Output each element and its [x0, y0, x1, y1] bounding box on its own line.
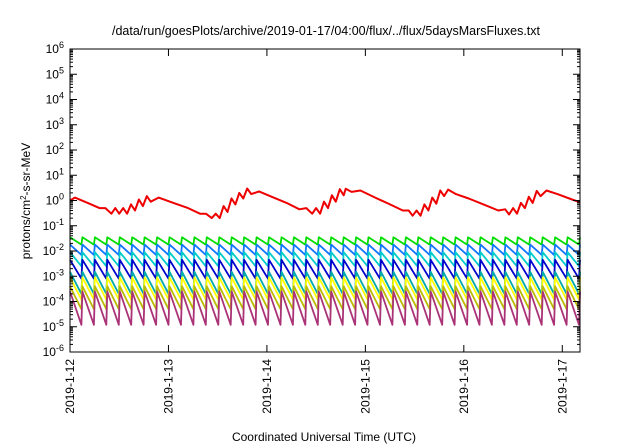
x-tick-label: 2019-1-13: [161, 359, 175, 414]
x-tick-label: 2019-1-14: [260, 359, 274, 414]
y-tick-label: 104: [46, 91, 64, 107]
y-tick-label: 105: [46, 65, 64, 81]
y-tick-label-base: 10: [43, 269, 57, 283]
y-tick-label: 106: [46, 40, 64, 56]
series-line-9: [69, 290, 581, 326]
y-tick-label-base: 10: [46, 67, 60, 81]
x-axis: 2019-1-12 2019-1-13 2019-1-14 2019-1-15 2019…: [63, 49, 569, 414]
y-tick-label-exponent: 1: [59, 166, 64, 176]
y-tick-label-exponent: 2: [59, 141, 64, 151]
x-tick-label: 2019-1-17: [555, 359, 569, 414]
y-tick-label-base: 10: [43, 295, 57, 309]
y-tick-label: 101: [46, 166, 64, 182]
y-tick-label: 100: [46, 192, 64, 208]
y-tick-label-base: 10: [43, 320, 57, 334]
y-tick-label-base: 10: [46, 93, 60, 107]
y-tick-label-exponent: -2: [56, 242, 64, 252]
y-tick-label-base: 10: [46, 42, 60, 56]
y-tick-label-base: 10: [46, 194, 60, 208]
y-tick-label-exponent: -3: [56, 267, 64, 277]
y-tick-label-exponent: -4: [56, 293, 64, 303]
series-line-2: [69, 236, 581, 246]
y-axis-label-rest: -s-sr-MeV: [19, 143, 33, 196]
y-axis-label: protons/cm2-s-sr-MeV: [19, 143, 34, 259]
y-tick-label-exponent: -1: [56, 217, 64, 227]
y-tick-label-exponent: -5: [56, 318, 64, 328]
x-tick-label: 2019-1-16: [457, 359, 471, 414]
y-tick-label-exponent: 0: [59, 192, 64, 202]
y-tick-label-base: 10: [43, 345, 57, 359]
y-axis-label-base: protons/cm: [19, 200, 33, 259]
y-tick-label-exponent: 5: [59, 65, 64, 75]
x-tick-label: 2019-1-15: [358, 359, 372, 414]
y-tick-label-exponent: 3: [59, 116, 64, 126]
series-line-1: [69, 187, 581, 220]
y-tick-label-exponent: -6: [56, 343, 64, 353]
y-tick-label-exponent: 6: [59, 40, 64, 50]
y-tick-label-base: 10: [46, 168, 60, 182]
chart-title: /data/run/goesPlots/archive/2019-01-17/0…: [112, 24, 541, 38]
y-tick-label-base: 10: [46, 118, 60, 132]
series-group: [69, 187, 581, 326]
y-tick-label: 10-3: [43, 267, 64, 283]
y-tick-label-exponent: 4: [59, 91, 64, 101]
y-tick-label: 10-2: [43, 242, 64, 258]
y-tick-label: 10-1: [43, 217, 64, 233]
y-tick-label: 10-4: [43, 293, 64, 309]
y-tick-label-base: 10: [43, 219, 57, 233]
x-axis-label: Coordinated Universal Time (UTC): [232, 430, 416, 444]
y-tick-label: 10-5: [43, 318, 64, 334]
x-tick-label: 2019-1-12: [63, 359, 77, 414]
y-tick-label-base: 10: [46, 143, 60, 157]
y-axis-label-sup: 2: [19, 195, 28, 200]
y-tick-label: 10-6: [43, 343, 64, 359]
y-tick-label: 103: [46, 116, 64, 132]
y-axis: 10610510410310210110010-110-210-310-410-…: [43, 40, 580, 359]
y-tick-label: 102: [46, 141, 64, 157]
y-tick-label-base: 10: [43, 244, 57, 258]
